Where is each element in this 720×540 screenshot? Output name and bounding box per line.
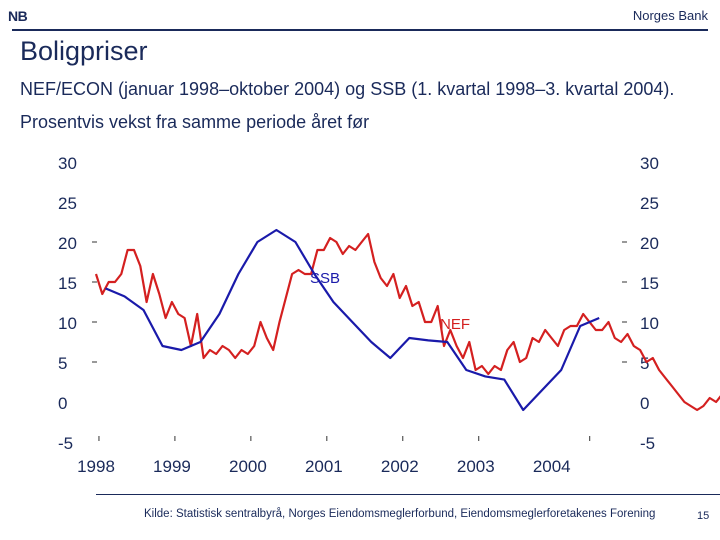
- slide-title: Boligpriser: [20, 36, 148, 66]
- x-tick-label: 1998: [77, 457, 115, 476]
- y-tick-label-left: 0: [58, 394, 67, 413]
- x-tick-label: 2001: [305, 457, 343, 476]
- series-label-nef: NEF: [440, 316, 470, 333]
- x-tick-label: 1999: [153, 457, 191, 476]
- footer-divider: [96, 494, 720, 495]
- slide-subtitle: NEF/ECON (januar 1998–oktober 2004) og S…: [20, 79, 675, 132]
- y-tick-label-left: 15: [58, 274, 77, 293]
- series-line-nef: [94, 232, 720, 412]
- y-tick-label-left: 10: [58, 314, 77, 333]
- y-tick-label-right: 0: [640, 394, 649, 413]
- x-tick-label: 2000: [229, 457, 267, 476]
- x-tick-label: 2003: [457, 457, 495, 476]
- y-tick-label-right: 25: [640, 194, 659, 213]
- page-number: 15: [697, 510, 710, 522]
- norges-bank-logo: NB: [8, 8, 28, 24]
- y-tick-label-right: -5: [640, 434, 655, 453]
- y-tick-label-left: -5: [58, 434, 73, 453]
- y-tick-label-left: 5: [58, 354, 67, 373]
- y-tick-label-right: 10: [640, 314, 659, 333]
- y-tick-label-right: 30: [640, 154, 659, 173]
- series-label-ssb: SSB: [310, 270, 340, 287]
- y-tick-label-right: 15: [640, 274, 659, 293]
- bank-name: Norges Bank: [632, 8, 708, 23]
- y-tick-label-left: 30: [58, 154, 77, 173]
- y-tick-label-right: 5: [640, 354, 649, 373]
- x-tick-label: 2004: [533, 457, 571, 476]
- y-tick-label-left: 20: [58, 234, 77, 253]
- y-tick-label-right: 20: [640, 234, 659, 253]
- x-tick-label: 2002: [381, 457, 419, 476]
- series-line-ssb: [105, 228, 600, 412]
- header-divider: [12, 29, 708, 31]
- source-note: Kilde: Statistisk sentralbyrå, Norges Ei…: [144, 508, 656, 520]
- y-tick-label-left: 25: [58, 194, 77, 213]
